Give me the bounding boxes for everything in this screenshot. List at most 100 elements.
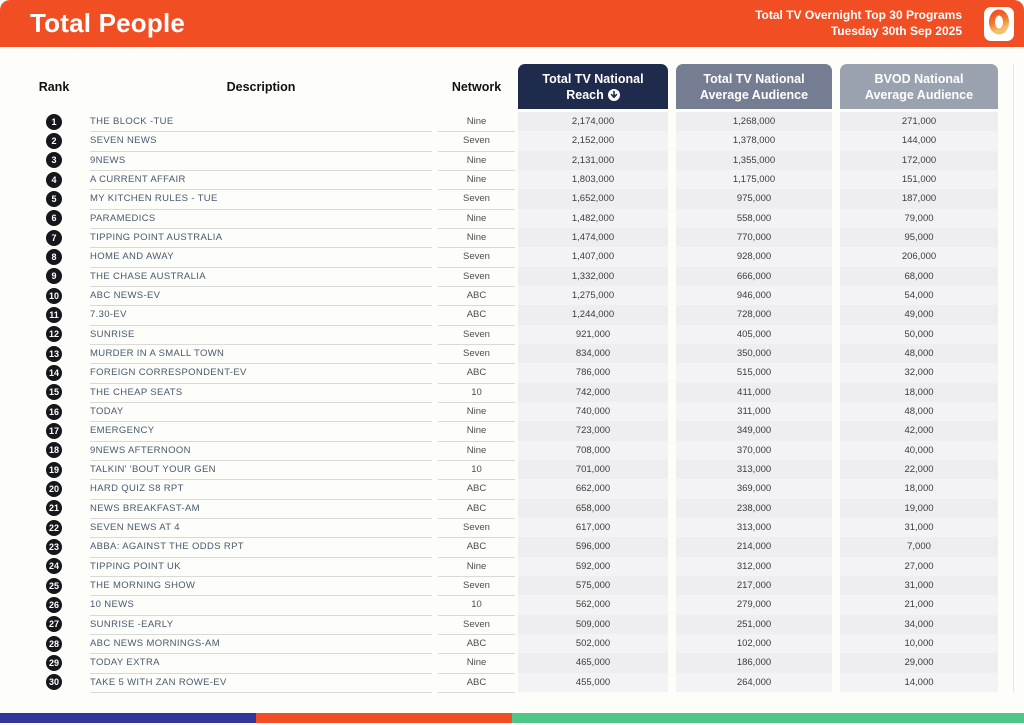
bvod-audience-value: 206,000 — [840, 247, 998, 268]
footer-bar — [0, 713, 1024, 723]
reach-value: 723,000 — [518, 421, 668, 442]
network-cell: Nine — [438, 228, 515, 249]
rank-cell: 8 — [34, 247, 74, 266]
table-row: 11 7.30-EV ABC 1,244,000 728,000 49,000 — [0, 305, 1024, 326]
network-cell: Seven — [438, 189, 515, 210]
rank-cell: 6 — [34, 209, 74, 228]
table-row: 12 SUNRISE Seven 921,000 405,000 50,000 — [0, 324, 1024, 345]
rank-badge: 15 — [46, 384, 62, 401]
reach-value: 921,000 — [518, 324, 668, 345]
program-description: SEVEN NEWS — [90, 131, 432, 152]
network-cell: ABC — [438, 305, 515, 326]
rank-badge: 26 — [46, 596, 62, 613]
avg-audience-value: 1,175,000 — [676, 169, 832, 191]
bvod-audience-value: 27,000 — [840, 556, 998, 577]
reach-value: 740,000 — [518, 401, 668, 423]
network-cell: ABC — [438, 634, 515, 655]
table-row: 2 SEVEN NEWS Seven 2,152,000 1,378,000 1… — [0, 131, 1024, 152]
reach-value: 455,000 — [518, 672, 668, 693]
table-row: 26 10 NEWS 10 562,000 279,000 21,000 — [0, 595, 1024, 616]
program-description: MY KITCHEN RULES - TUE — [90, 189, 432, 210]
avg-audience-value: 770,000 — [676, 227, 832, 249]
col-header-avg-audience[interactable]: Total TV National Average Audience — [676, 64, 832, 109]
program-description: 9NEWS AFTERNOON — [90, 441, 432, 461]
network-cell: 10 — [438, 595, 515, 616]
table-row: 29 TODAY EXTRA Nine 465,000 186,000 29,0… — [0, 653, 1024, 674]
avg-audience-value: 411,000 — [676, 382, 832, 403]
program-description: ABC NEWS-EV — [90, 286, 432, 307]
rank-badge: 8 — [46, 248, 62, 265]
col-header-reach[interactable]: Total TV National Reach — [518, 64, 668, 109]
bvod-audience-value: 32,000 — [840, 363, 998, 384]
table-row: 10 ABC NEWS-EV ABC 1,275,000 946,000 54,… — [0, 285, 1024, 307]
network-cell: Seven — [438, 576, 515, 597]
bvod-audience-value: 172,000 — [840, 150, 998, 171]
reach-value: 834,000 — [518, 343, 668, 365]
network-cell: Seven — [438, 247, 515, 268]
rank-cell: 16 — [34, 402, 74, 421]
rank-badge: 1 — [46, 113, 62, 130]
program-description: HOME AND AWAY — [90, 247, 432, 268]
table-row: 24 TIPPING POINT UK Nine 592,000 312,000… — [0, 556, 1024, 577]
rank-badge: 11 — [46, 306, 62, 323]
avg-audience-value: 928,000 — [676, 247, 832, 268]
col-header-bvod-audience[interactable]: BVOD National Average Audience — [840, 64, 998, 109]
table-row: 8 HOME AND AWAY Seven 1,407,000 928,000 … — [0, 247, 1024, 268]
bvod-audience-value: 22,000 — [840, 459, 998, 481]
table-row: 16 TODAY Nine 740,000 311,000 48,000 — [0, 401, 1024, 423]
avg-audience-value: 238,000 — [676, 498, 832, 519]
page-title: Total People — [30, 8, 186, 38]
rank-cell: 29 — [34, 653, 74, 672]
bvod-audience-value: 34,000 — [840, 614, 998, 635]
reach-value: 1,275,000 — [518, 285, 668, 307]
table-row: 30 TAKE 5 WITH ZAN ROWE-EV ABC 455,000 2… — [0, 672, 1024, 693]
program-description: 9NEWS — [90, 151, 432, 171]
bvod-audience-value: 10,000 — [840, 633, 998, 655]
reach-value: 502,000 — [518, 633, 668, 655]
bvod-audience-value: 42,000 — [840, 421, 998, 442]
table-row: 28 ABC NEWS MORNINGS-AM ABC 502,000 102,… — [0, 633, 1024, 655]
table-row: 18 9NEWS AFTERNOON Nine 708,000 370,000 … — [0, 440, 1024, 461]
table-row: 23 ABBA: AGAINST THE ODDS RPT ABC 596,00… — [0, 537, 1024, 558]
avg-audience-value: 975,000 — [676, 189, 832, 210]
reach-value: 592,000 — [518, 556, 668, 577]
network-cell: ABC — [438, 537, 515, 558]
network-cell: ABC — [438, 479, 515, 500]
program-description: THE CHASE AUSTRALIA — [90, 267, 432, 287]
reach-value: 596,000 — [518, 537, 668, 558]
table-row: 7 TIPPING POINT AUSTRALIA Nine 1,474,000… — [0, 227, 1024, 249]
avg-audience-value: 279,000 — [676, 595, 832, 616]
avg-audience-value: 214,000 — [676, 537, 832, 558]
network-cell: 10 — [438, 383, 515, 403]
reach-value: 617,000 — [518, 517, 668, 539]
rank-badge: 2 — [46, 132, 62, 149]
rank-cell: 12 — [34, 325, 74, 344]
program-description: TAKE 5 WITH ZAN ROWE-EV — [90, 673, 432, 693]
rank-badge: 28 — [46, 635, 62, 652]
rank-badge: 4 — [46, 171, 62, 188]
program-description: SUNRISE — [90, 325, 432, 345]
network-cell: ABC — [438, 499, 515, 519]
table-rows: 1 THE BLOCK -TUE Nine 2,174,000 1,268,00… — [0, 112, 1024, 693]
bvod-audience-value: 31,000 — [840, 575, 998, 597]
network-cell: ABC — [438, 673, 515, 693]
sort-descending-icon — [607, 88, 620, 101]
reach-value: 562,000 — [518, 595, 668, 616]
table-row: 20 HARD QUIZ S8 RPT ABC 662,000 369,000 … — [0, 479, 1024, 500]
rank-cell: 17 — [34, 421, 74, 440]
rank-cell: 9 — [34, 267, 74, 286]
reach-value: 1,652,000 — [518, 189, 668, 210]
reach-value: 1,244,000 — [518, 305, 668, 326]
network-cell: Nine — [438, 557, 515, 577]
avg-audience-value: 405,000 — [676, 324, 832, 345]
bvod-audience-value: 29,000 — [840, 653, 998, 674]
reach-value: 1,332,000 — [518, 266, 668, 287]
rank-badge: 6 — [46, 210, 62, 227]
rank-cell: 22 — [34, 518, 74, 537]
program-description: NEWS BREAKFAST-AM — [90, 499, 432, 519]
network-cell: Seven — [438, 344, 515, 365]
network-cell: ABC — [438, 363, 515, 384]
bvod-audience-value: 21,000 — [840, 595, 998, 616]
bvod-audience-value: 151,000 — [840, 169, 998, 191]
